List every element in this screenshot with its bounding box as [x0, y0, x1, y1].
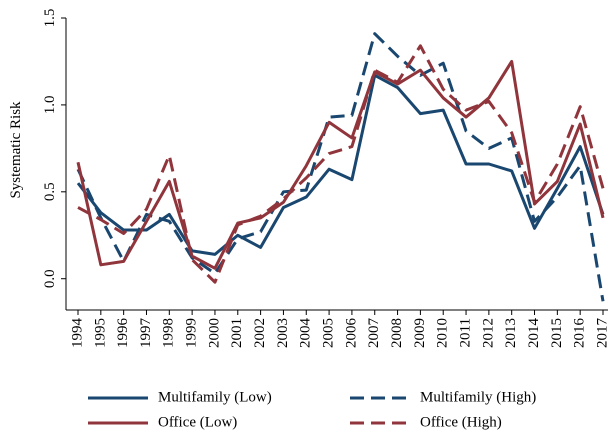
legend-label: Office (Low) — [158, 414, 237, 430]
legend-label: Office (High) — [420, 414, 502, 430]
x-tick-label: 1997 — [138, 318, 154, 349]
y-tick-label: 0.0 — [42, 269, 58, 288]
y-tick-label: 0.5 — [42, 182, 58, 201]
x-tick-label: 1998 — [161, 318, 177, 348]
x-tick-label: 2000 — [206, 318, 222, 348]
x-tick-label: 1996 — [115, 318, 131, 349]
x-tick-label: 2009 — [412, 318, 428, 348]
x-tick-label: 1994 — [69, 318, 85, 349]
x-tick-label: 1999 — [184, 318, 200, 348]
x-tick-label: 1995 — [92, 318, 108, 348]
x-tick-label: 2012 — [480, 318, 496, 348]
x-tick-label: 2001 — [229, 318, 245, 348]
series-line — [76, 73, 605, 256]
x-tick-label: 2007 — [366, 318, 382, 349]
y-tick-label: 1.5 — [42, 9, 58, 28]
x-tick-label: 2016 — [572, 318, 588, 349]
x-tick-label: 2013 — [503, 318, 519, 348]
legend-label: Multifamily (Low) — [158, 389, 272, 405]
legend-label: Multifamily (High) — [420, 389, 536, 405]
x-tick-label: 2017 — [594, 318, 610, 349]
x-tick-label: 2006 — [343, 318, 359, 349]
x-tick-label: 2004 — [298, 318, 314, 349]
x-tick-label: 2011 — [457, 318, 473, 347]
x-tick-label: 2010 — [435, 318, 451, 348]
series-line — [77, 44, 605, 284]
x-tick-label: 2015 — [549, 318, 565, 348]
x-tick-label: 2014 — [526, 318, 542, 349]
series-line — [76, 32, 605, 302]
x-tick-label: 2005 — [321, 318, 337, 348]
y-axis-label: Systematic Risk — [8, 101, 24, 199]
x-tick-label: 2002 — [252, 318, 268, 348]
x-tick-label: 2008 — [389, 318, 405, 348]
x-tick-label: 2003 — [275, 318, 291, 348]
y-tick-label: 1.0 — [42, 96, 58, 115]
series-line — [76, 59, 605, 270]
